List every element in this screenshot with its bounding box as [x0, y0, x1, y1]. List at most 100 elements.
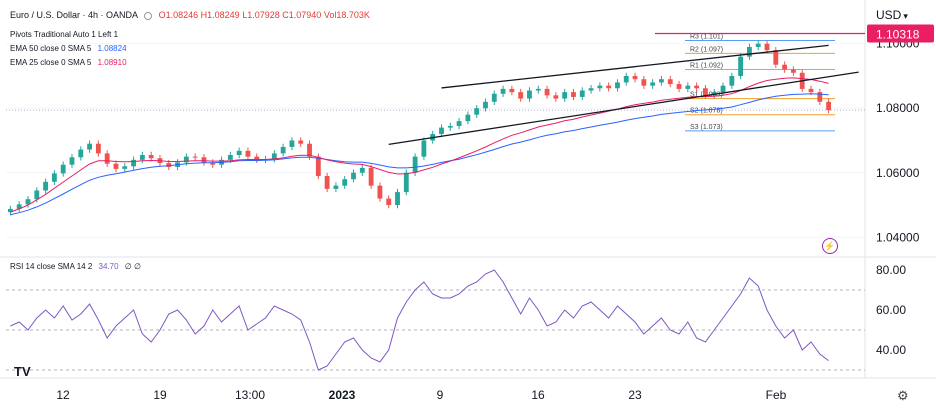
ema50-label: EMA 50 close 0 SMA 5 [10, 44, 92, 53]
legend-ema25[interactable]: EMA 25 close 0 SMA 5 1.08910 [10, 58, 127, 67]
market-status-icon [144, 11, 153, 20]
candle-body [826, 101, 832, 111]
candle [483, 98, 488, 112]
candle [509, 85, 515, 96]
ema50-line [10, 93, 829, 216]
candle [579, 87, 585, 101]
candle-body [456, 121, 462, 126]
legend-pivots[interactable]: Pivots Traditional Auto 1 Left 1 [10, 30, 118, 39]
candle [43, 178, 49, 194]
candle [439, 124, 444, 138]
candle-body [236, 150, 242, 156]
candle [606, 82, 612, 92]
rsi-pane: 80.00 60.00 40.00 [6, 263, 906, 371]
tradingview-logo-icon[interactable]: TV [14, 364, 31, 379]
candle-body [790, 69, 796, 73]
price-tick-label: 1.08000 [876, 101, 920, 115]
candle-body [69, 157, 75, 165]
candle-body [659, 79, 664, 83]
candle [271, 150, 277, 163]
rsi-tick-label: 60.00 [876, 303, 906, 317]
candle-body [439, 127, 444, 135]
candle [562, 88, 568, 102]
candle [615, 79, 620, 92]
candle-body [333, 185, 339, 189]
candle [254, 153, 260, 164]
candle [16, 201, 22, 213]
candle-body [60, 164, 66, 174]
candle [456, 117, 462, 130]
legend-ema50[interactable]: EMA 50 close 0 SMA 5 1.08824 [10, 44, 127, 53]
low-value: L1.07928 [242, 10, 280, 20]
chevron-down-icon: ▾ [903, 11, 908, 21]
trend-upper-line [441, 44, 829, 89]
candle-body [773, 50, 779, 65]
candle [465, 111, 471, 125]
candle [738, 53, 744, 80]
symbol-title[interactable]: Euro / U.S. Dollar · 4h · OANDA [10, 10, 138, 20]
candle-body [403, 172, 409, 193]
candle-body [16, 204, 22, 209]
candle-body [747, 46, 752, 57]
candle-body [324, 175, 330, 189]
pivots-label: Pivots Traditional Auto 1 Left 1 [10, 30, 119, 39]
candle-body [447, 125, 453, 128]
candle [729, 72, 735, 89]
candle-body [667, 79, 673, 85]
candle [104, 150, 110, 167]
candle [790, 66, 796, 76]
candle [782, 61, 788, 73]
lightning-icon[interactable]: ⚡ [822, 238, 838, 254]
candle-body [694, 85, 700, 89]
candle [245, 147, 251, 160]
candle-body [298, 140, 304, 144]
candle-body [280, 146, 286, 154]
price-tick-label: 1.06000 [876, 166, 920, 180]
candle [571, 88, 576, 101]
candle-body [685, 85, 691, 89]
candle [280, 143, 286, 157]
time-tick-label: 13:00 [235, 388, 265, 402]
candle-body [131, 159, 136, 167]
time-tick-label: 12 [56, 388, 70, 402]
candle [192, 153, 198, 161]
candle [25, 195, 31, 208]
candle [817, 88, 823, 106]
candle-body [412, 156, 418, 173]
candle-body [588, 88, 594, 91]
candle-body [87, 143, 92, 150]
candle [650, 79, 656, 89]
candle [474, 105, 480, 118]
candle [597, 82, 603, 92]
candle-body [483, 101, 488, 109]
candle [60, 161, 66, 177]
candle-body [192, 156, 198, 158]
candle [210, 159, 216, 168]
gear-icon[interactable]: ⚙ [897, 388, 909, 403]
legend-rsi[interactable]: RSI 14 close SMA 14 2 34.70 ∅ ∅ [10, 262, 141, 271]
ema25-line [10, 77, 829, 213]
candle-body [34, 190, 40, 200]
candle-body [518, 92, 524, 99]
candle-body [474, 108, 480, 115]
candle-body [764, 43, 770, 51]
candle-body [7, 208, 13, 213]
close-value: C1.07940 [282, 10, 322, 20]
candle-body [606, 85, 612, 89]
candle [685, 82, 691, 93]
candle-body [183, 156, 189, 163]
candle-body [509, 88, 515, 93]
ema50-value: 1.08824 [97, 44, 127, 53]
trend-channel [388, 44, 859, 146]
candle [667, 75, 673, 88]
candle [544, 85, 550, 99]
time-tick-label: 19 [153, 388, 167, 402]
candle-body [122, 166, 128, 169]
rsi-extra: ∅ ∅ [124, 262, 141, 271]
candle [826, 98, 832, 114]
candle [553, 92, 559, 102]
candle [447, 122, 453, 131]
symbol-header: Euro / U.S. Dollar · 4h · OANDA O1.08246… [10, 10, 370, 20]
currency-selector[interactable]: USD ▾ [876, 8, 908, 22]
